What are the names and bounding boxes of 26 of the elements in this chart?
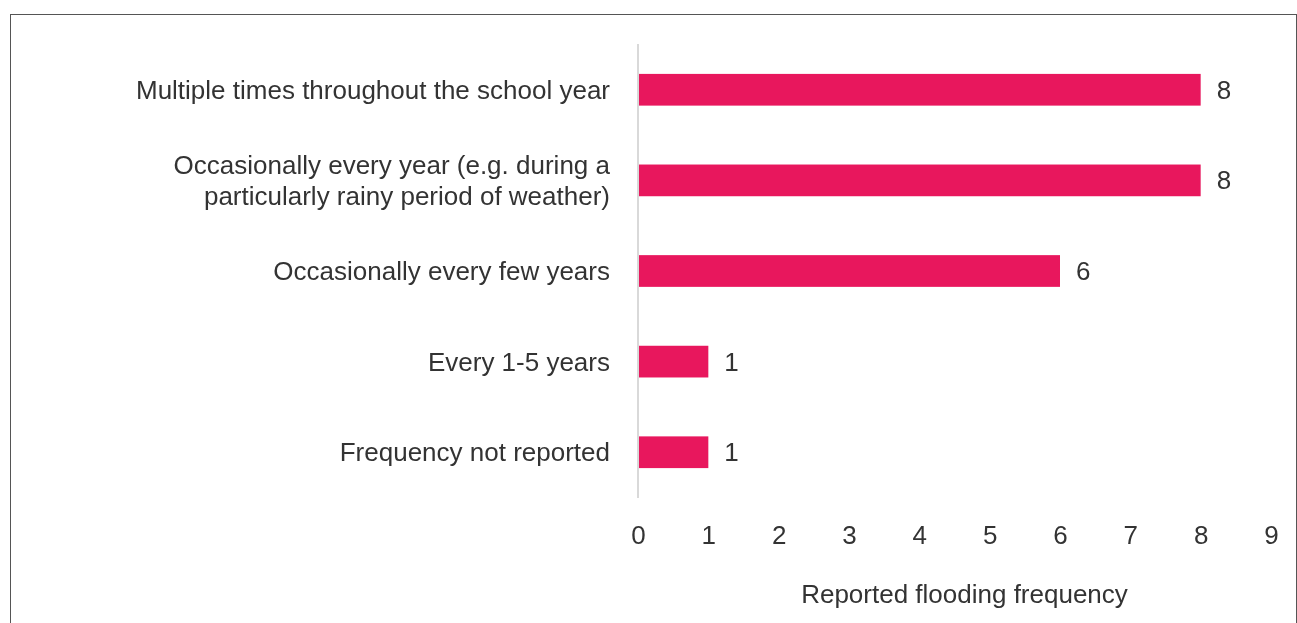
x-tick-label: 8 xyxy=(1193,520,1209,551)
x-tick-label: 1 xyxy=(701,520,717,551)
data-label: 8 xyxy=(1216,74,1232,105)
x-tick-label: 0 xyxy=(631,520,646,551)
y-tick-label: Multiple times throughout the school year xyxy=(135,74,611,105)
bar xyxy=(638,255,1060,287)
x-tick-label: 7 xyxy=(1123,520,1139,551)
x-tick-label: 3 xyxy=(842,520,857,551)
x-tick-label: 9 xyxy=(1264,520,1279,551)
data-label: 8 xyxy=(1216,165,1232,196)
bar xyxy=(638,73,1201,106)
bar xyxy=(638,345,709,378)
y-tick-label: Occasionally every few years xyxy=(273,256,610,287)
x-tick-label: 4 xyxy=(912,520,928,551)
x-tick-label: 2 xyxy=(771,520,787,551)
x-axis-title: Reported flooding frequency xyxy=(801,579,1128,610)
bar xyxy=(638,436,709,469)
x-tick-label: 5 xyxy=(982,520,998,551)
data-label: 6 xyxy=(1076,256,1091,287)
y-tick-label: Frequency not reported xyxy=(339,437,610,468)
y-tick-label: Every 1-5 years xyxy=(427,346,610,377)
y-tick-label: Occasionally every year (e.g. during a particularly rainy period of weather) xyxy=(173,149,611,211)
data-label: 1 xyxy=(724,346,739,377)
bar xyxy=(638,164,1201,197)
x-tick-label: 6 xyxy=(1053,520,1068,551)
data-label: 1 xyxy=(724,437,739,468)
